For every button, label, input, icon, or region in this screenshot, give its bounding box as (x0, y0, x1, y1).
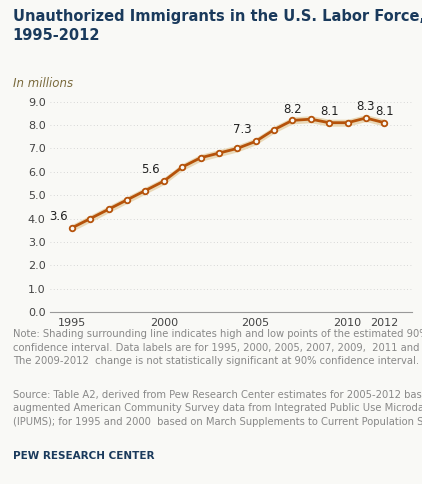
Text: Source: Table A2, derived from Pew Research Center estimates for 2005-2012 based: Source: Table A2, derived from Pew Resea… (13, 390, 422, 427)
Text: 8.2: 8.2 (283, 103, 302, 116)
Text: 3.6: 3.6 (49, 210, 68, 223)
Text: In millions: In millions (13, 77, 73, 91)
Text: 8.3: 8.3 (357, 100, 375, 113)
Text: 5.6: 5.6 (141, 163, 160, 176)
Text: Note: Shading surrounding line indicates high and low points of the estimated 90: Note: Shading surrounding line indicates… (13, 329, 422, 366)
Text: 8.1: 8.1 (320, 105, 338, 118)
Text: 8.1: 8.1 (375, 105, 394, 118)
Text: 7.3: 7.3 (233, 123, 252, 136)
Text: Unauthorized Immigrants in the U.S. Labor Force,
1995-2012: Unauthorized Immigrants in the U.S. Labo… (13, 9, 422, 43)
Text: PEW RESEARCH CENTER: PEW RESEARCH CENTER (13, 451, 154, 461)
